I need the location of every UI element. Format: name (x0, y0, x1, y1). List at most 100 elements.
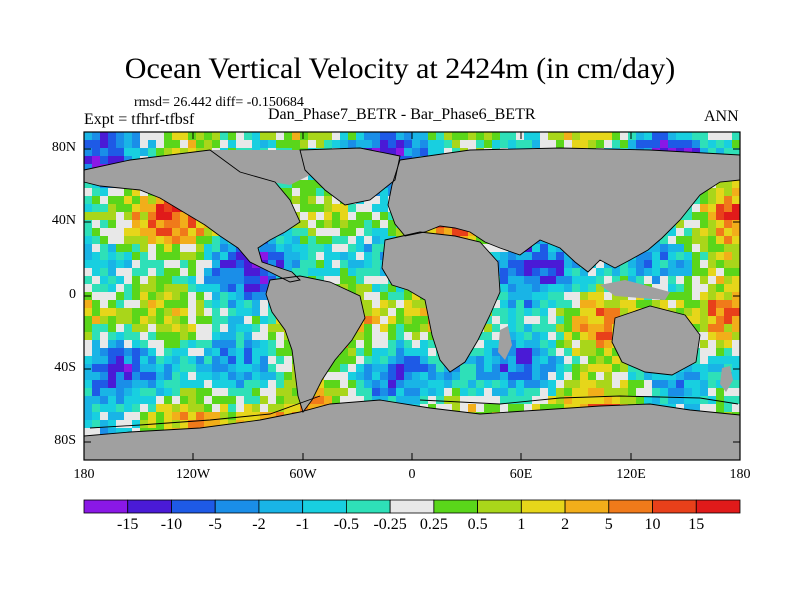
colorbar-label: -1 (295, 516, 310, 533)
field-cell (204, 324, 213, 333)
field-cell (188, 140, 197, 149)
field-cell (668, 284, 677, 293)
field-cell (156, 364, 165, 373)
field-cell (356, 284, 365, 293)
field-cell (148, 196, 157, 205)
field-cell (204, 332, 213, 341)
field-cell (148, 332, 157, 341)
field-cell (612, 380, 621, 389)
field-cell (260, 292, 269, 301)
field-cell (220, 324, 229, 333)
field-cell (700, 380, 709, 389)
field-cell (260, 348, 269, 357)
field-cell (196, 364, 205, 373)
field-cell (532, 140, 541, 149)
field-cell (260, 268, 269, 277)
field-cell (372, 356, 381, 365)
field-cell (236, 388, 245, 397)
field-cell (732, 276, 741, 285)
field-cell (476, 140, 485, 149)
field-cell (260, 412, 269, 421)
field-cell (364, 132, 373, 141)
field-cell (372, 268, 381, 277)
field-cell (484, 340, 493, 349)
field-cell (156, 332, 165, 341)
field-cell (196, 252, 205, 261)
field-cell (84, 412, 93, 421)
field-cell (252, 348, 261, 357)
field-cell (356, 396, 365, 405)
field-cell (732, 356, 741, 365)
field-cell (140, 300, 149, 309)
field-cell (652, 132, 661, 141)
field-cell (372, 260, 381, 269)
field-cell (724, 148, 733, 157)
field-cell (284, 340, 293, 349)
field-cell (332, 196, 341, 205)
field-cell (660, 268, 669, 277)
field-cell (708, 292, 717, 301)
field-cell (332, 212, 341, 221)
field-cell (180, 276, 189, 285)
field-cell (356, 380, 365, 389)
field-cell (356, 276, 365, 285)
field-cell (572, 132, 581, 141)
field-cell (348, 348, 357, 357)
field-cell (180, 292, 189, 301)
field-cell (228, 372, 237, 381)
field-cell (380, 372, 389, 381)
field-cell (364, 324, 373, 333)
field-cell (124, 228, 133, 237)
field-cell (572, 260, 581, 269)
field-cell (108, 324, 117, 333)
field-cell (604, 388, 613, 397)
field-cell (548, 404, 557, 413)
field-cell (124, 372, 133, 381)
field-cell (116, 220, 125, 229)
field-cell (260, 284, 269, 293)
field-cell (556, 372, 565, 381)
field-cell (252, 388, 261, 397)
field-cell (604, 332, 613, 341)
field-cell (268, 388, 277, 397)
field-cell (92, 300, 101, 309)
field-cell (196, 244, 205, 253)
colorbar-box (477, 499, 522, 514)
field-cell (540, 308, 549, 317)
field-cell (188, 308, 197, 317)
field-cell (332, 132, 341, 141)
field-cell (132, 388, 141, 397)
field-cell (396, 324, 405, 333)
field-cell (236, 300, 245, 309)
field-cell (108, 132, 117, 141)
field-cell (172, 212, 181, 221)
field-cell (164, 412, 173, 421)
field-cell (148, 372, 157, 381)
field-cell (532, 380, 541, 389)
field-cell (396, 140, 405, 149)
field-cell (260, 404, 269, 413)
field-cell (332, 380, 341, 389)
field-cell (644, 276, 653, 285)
field-cell (372, 132, 381, 141)
field-cell (100, 428, 109, 437)
field-cell (452, 140, 461, 149)
field-cell (132, 348, 141, 357)
field-cell (604, 292, 613, 301)
field-cell (260, 388, 269, 397)
colorbar-box (564, 499, 610, 514)
field-cell (484, 404, 493, 413)
field-cell (340, 252, 349, 261)
field-cell (180, 260, 189, 269)
field-cell (324, 268, 333, 277)
field-cell (340, 212, 349, 221)
field-cell (332, 356, 341, 365)
field-cell (348, 356, 357, 365)
field-cell (364, 140, 373, 149)
field-cell (348, 372, 357, 381)
field-cell (140, 340, 149, 349)
field-cell (180, 348, 189, 357)
field-cell (564, 340, 573, 349)
field-cell (676, 252, 685, 261)
field-cell (364, 260, 373, 269)
